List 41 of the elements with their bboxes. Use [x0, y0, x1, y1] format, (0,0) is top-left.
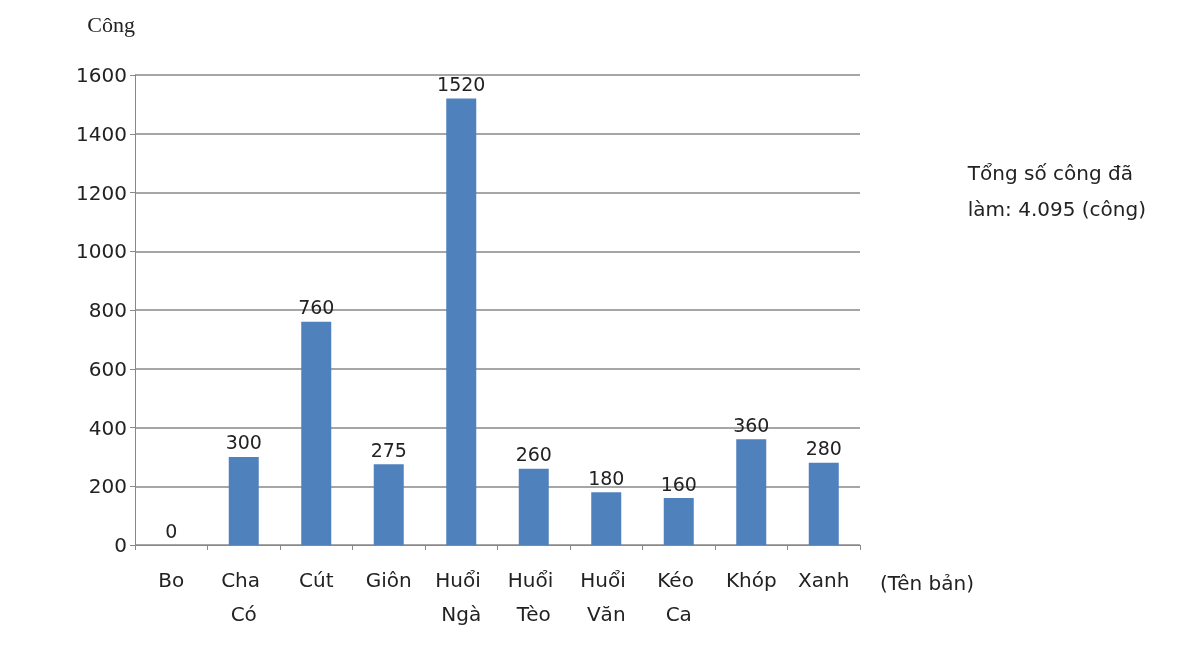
bar — [663, 498, 694, 545]
y-tick-label: 400 — [88, 415, 127, 440]
data-label: 300 — [225, 431, 262, 454]
x-tick-label: Khóp — [725, 568, 777, 592]
bar — [518, 468, 549, 545]
data-label: 275 — [370, 438, 407, 461]
y-tick-label: 1200 — [76, 180, 127, 205]
y-tick-label: 600 — [88, 356, 127, 381]
x-tick-label: Giôn — [365, 568, 412, 592]
data-label: 1520 — [437, 73, 486, 95]
bar — [591, 492, 622, 545]
bar — [808, 462, 839, 545]
data-label: 180 — [588, 466, 625, 489]
y-tick-label: 1000 — [76, 239, 127, 264]
bar — [228, 456, 259, 545]
data-label: 160 — [660, 472, 697, 495]
y-tick-label: 0 — [114, 533, 127, 557]
bar — [736, 439, 767, 545]
x-axis-title: (Tên bản) — [880, 571, 974, 595]
y-tick-label: 800 — [88, 298, 127, 322]
y-axis-title: Công — [87, 11, 135, 37]
x-tick-label: Kéo Ca — [657, 568, 701, 626]
y-tick-label: 1400 — [76, 121, 127, 146]
x-tick-label: Xanh — [798, 568, 850, 592]
x-tick-label: Cút — [299, 568, 334, 592]
y-tick-label: 1600 — [76, 63, 127, 87]
text: Tổng số công đã làm: 4.095 (công) — [966, 161, 1147, 221]
data-label: 260 — [515, 443, 552, 466]
bar — [446, 98, 477, 545]
data-label: 360 — [733, 413, 770, 436]
x-tick-label: Huổi Văn — [580, 568, 633, 626]
x-tick-label: Huổi Tèo — [507, 568, 560, 626]
bar — [373, 464, 404, 545]
data-label: 280 — [805, 437, 842, 460]
data-label: 0 — [165, 519, 178, 542]
bar — [301, 321, 332, 545]
y-tick-label: 200 — [88, 474, 127, 499]
x-tick-label: Bo — [158, 568, 185, 592]
x-tick-label: Cha Có — [221, 568, 267, 626]
data-label: 760 — [298, 296, 335, 319]
x-tick-label: Huổi Ngà — [435, 568, 488, 626]
